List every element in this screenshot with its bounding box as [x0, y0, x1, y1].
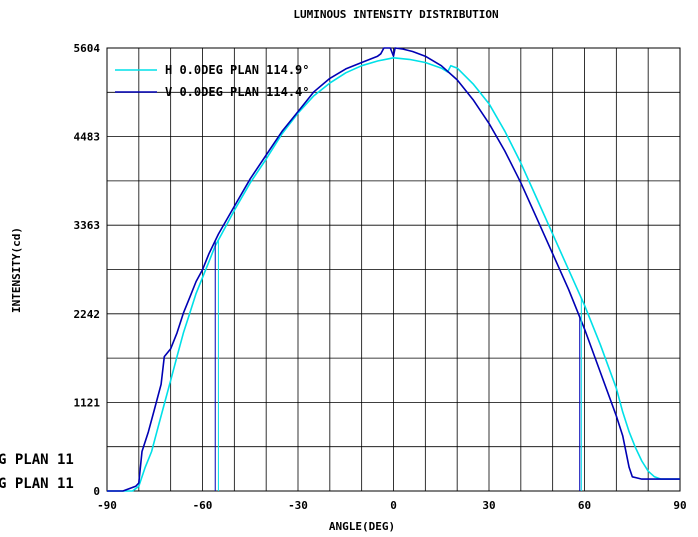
legend-label-1: H 0.0DEG PLAN 114.9° — [165, 63, 310, 77]
y-tick-label: 3363 — [74, 219, 101, 232]
legend: H 0.0DEG PLAN 114.9° V 0.0DEG PLAN 114.4° — [115, 63, 310, 99]
y-tick-label: 2242 — [74, 308, 101, 321]
x-axis-label: ANGLE(DEG) — [329, 520, 395, 533]
x-tick-label: 60 — [578, 499, 591, 512]
x-tick-label: 0 — [390, 499, 397, 512]
y-tick-labels: 0 1121 2242 3363 4483 5604 — [74, 42, 101, 498]
legend-label-2: V 0.0DEG PLAN 114.4° — [165, 85, 310, 99]
overflow-label-2: G PLAN 11 — [0, 476, 74, 492]
x-tick-label: 90 — [673, 499, 686, 512]
series-line-1 — [107, 57, 680, 492]
y-axis-label: INTENSITY(cd) — [10, 227, 23, 313]
y-tick-label: 5604 — [74, 42, 101, 55]
x-tick-label: -90 — [97, 499, 117, 512]
series-line-2 — [107, 47, 680, 492]
series-group — [107, 47, 680, 492]
y-tick-label: 0 — [93, 485, 100, 498]
plot-border — [106, 47, 681, 492]
x-tick-label: -30 — [288, 499, 308, 512]
x-tick-label: -60 — [193, 499, 213, 512]
plot-frame — [106, 47, 681, 492]
x-tick-labels: -90 -60 -30 0 30 60 90 — [97, 499, 687, 512]
overflow-label-1: G PLAN 11 — [0, 452, 74, 468]
y-tick-label: 4483 — [74, 131, 101, 144]
y-tick-label: 1121 — [74, 396, 101, 409]
grid-lines — [107, 48, 680, 491]
x-tick-label: 30 — [482, 499, 495, 512]
chart-title: LUMINOUS INTENSITY DISTRIBUTION — [293, 8, 498, 21]
